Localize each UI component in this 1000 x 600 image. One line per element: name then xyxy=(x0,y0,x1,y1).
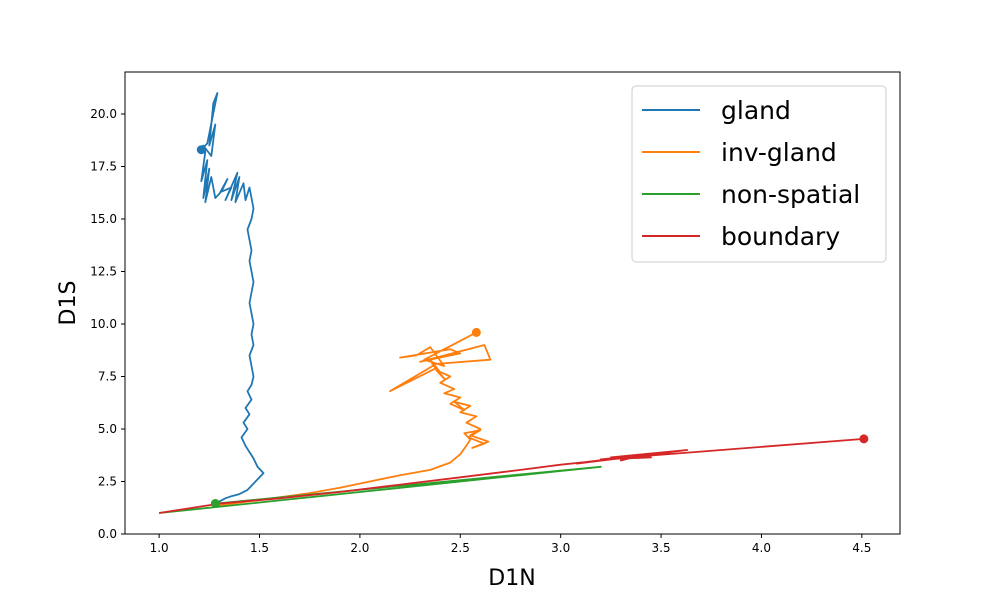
end-marker-inv-gland xyxy=(471,327,481,337)
legend-label-boundary: boundary xyxy=(721,222,840,251)
legend-box xyxy=(631,85,887,263)
end-marker-non-spatial xyxy=(210,499,220,509)
y-tick-label: 15.0 xyxy=(90,212,117,226)
x-tick-label: 1.5 xyxy=(250,541,269,555)
x-tick-label: 3.0 xyxy=(551,541,570,555)
y-axis-ticks: 0.0 2.5 5.0 7.5 10.0 12.5 15.0 17.5 20.0 xyxy=(90,107,125,541)
y-tick-label: 20.0 xyxy=(90,107,117,121)
legend-label-non-spatial: non-spatial xyxy=(721,180,860,209)
x-axis-label: D1N xyxy=(488,566,535,591)
y-tick-label: 17.5 xyxy=(90,160,117,174)
series-line-boundary xyxy=(158,438,864,514)
end-markers xyxy=(196,145,869,509)
y-tick-label: 10.0 xyxy=(90,317,117,331)
series-lines xyxy=(158,92,864,514)
series-line-non-spatial xyxy=(159,465,602,514)
x-tick-label: 3.5 xyxy=(652,541,671,555)
legend: gland inv-gland non-spatial boundary xyxy=(631,85,887,263)
x-tick-label: 2.5 xyxy=(451,541,470,555)
y-tick-label: 12.5 xyxy=(90,265,117,279)
y-tick-label: 7.5 xyxy=(98,370,117,384)
y-axis-label: D1S xyxy=(56,281,81,326)
y-tick-label: 0.0 xyxy=(98,527,117,541)
legend-label-inv-gland: inv-gland xyxy=(721,138,837,167)
series-line-inv-gland xyxy=(217,331,492,507)
x-tick-label: 1.0 xyxy=(150,541,169,555)
series-line-gland xyxy=(200,92,265,505)
end-marker-boundary xyxy=(859,434,869,444)
x-tick-label: 4.0 xyxy=(752,541,771,555)
x-tick-label: 2.0 xyxy=(350,541,369,555)
x-tick-label: 4.5 xyxy=(852,541,871,555)
end-marker-gland xyxy=(196,145,206,155)
y-tick-label: 2.5 xyxy=(98,475,117,489)
y-tick-label: 5.0 xyxy=(98,422,117,436)
plot-frame xyxy=(124,71,901,535)
x-axis-ticks: 1.0 1.5 2.0 2.5 3.0 3.5 4.0 4.5 xyxy=(150,534,871,555)
legend-label-gland: gland xyxy=(721,96,791,125)
